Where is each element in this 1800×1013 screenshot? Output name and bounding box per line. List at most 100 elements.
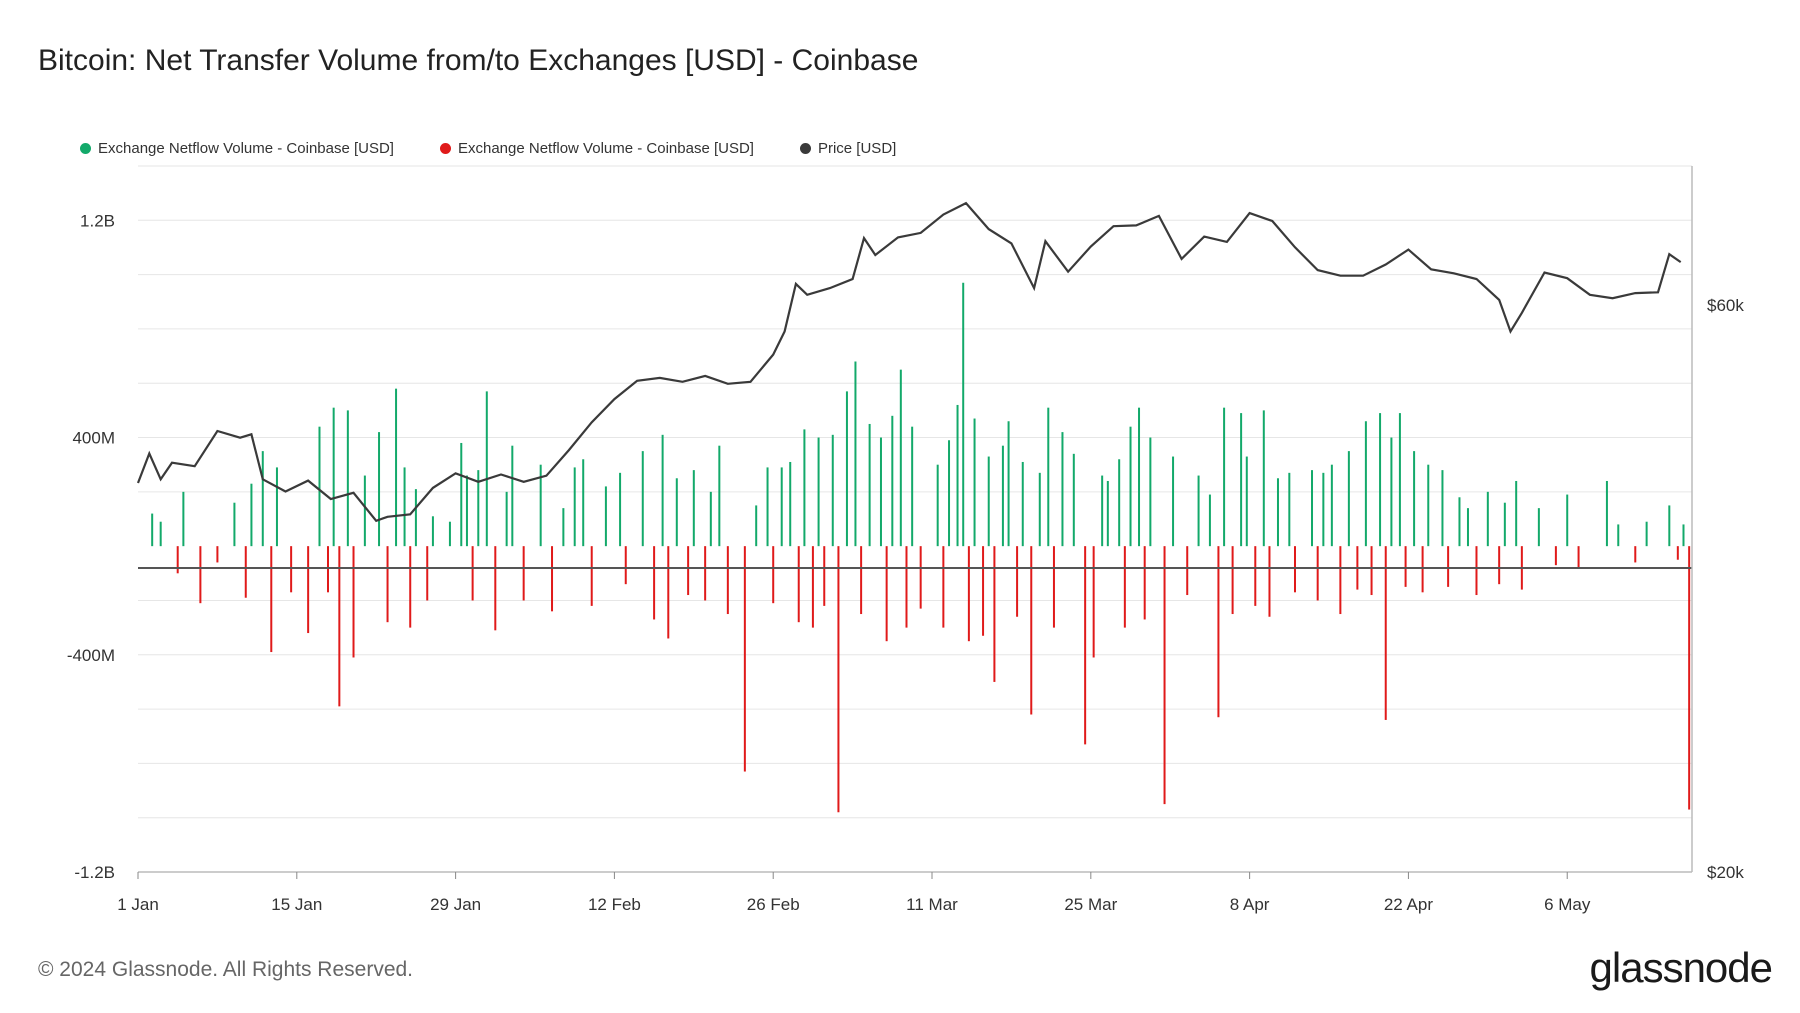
x-tick-label: 26 Feb [747,895,800,914]
netflow-bar [573,467,576,547]
netflow-bar [982,546,985,636]
netflow-bar [641,451,644,547]
netflow-bar [911,426,914,547]
netflow-bar [692,470,695,547]
y2-axis-ticks: $60k $20k [1707,296,1744,882]
netflow-bar [1262,410,1265,547]
legend-item-netflow-positive[interactable]: Exchange Netflow Volume - Coinbase [USD] [80,140,394,157]
netflow-bar [743,546,746,772]
netflow-bar [378,432,381,547]
netflow-bar [1245,456,1248,547]
copyright-footer: © 2024 Glassnode. All Rights Reserved. [38,958,414,981]
netflow-bar [511,445,514,547]
netflow-bar [704,546,707,601]
legend-dot-red-icon [439,143,451,154]
netflow-bar [1038,472,1041,547]
x-tick-label: 15 Jan [271,895,322,914]
netflow-bar [803,429,806,547]
y-tick-label: 1.2B [80,211,115,230]
netflow-bar [1413,451,1416,547]
netflow-bar [1379,413,1382,547]
netflow-bar [318,426,321,547]
netflow-bar [1208,494,1211,547]
netflow-bar [244,546,247,598]
netflow-bar [868,423,871,547]
y-tick-label: -1.2B [74,863,115,882]
legend-item-netflow-negative[interactable]: Exchange Netflow Volume - Coinbase [USD] [439,140,754,157]
netflow-bar [1347,451,1350,547]
netflow-bar [551,546,554,612]
netflow-bar [522,546,525,601]
netflow-bar [485,391,488,547]
netflow-bar [885,546,888,642]
netflow-bar [307,546,310,634]
netflow-bar [1021,461,1024,547]
netflow-bar [789,461,792,547]
netflow-bar [414,489,417,547]
netflow-bar [590,546,593,606]
chart-title: Bitcoin: Net Transfer Volume from/to Exc… [38,44,919,77]
netflow-bar [854,361,857,547]
netflow-bar [837,546,840,813]
legend-label: Price [USD] [817,140,897,157]
netflow-bar [1092,546,1095,658]
netflow-bar [176,546,179,574]
legend-item-price[interactable]: Price [USD] [799,140,897,157]
x-tick-label: 12 Feb [588,895,641,914]
netflow-bar [386,546,389,623]
netflow-bar [1052,546,1055,628]
netflow-bar [823,546,826,606]
netflow-bar [1498,546,1501,585]
netflow-bar [477,470,480,547]
netflow-bar [1688,546,1691,810]
netflow-bar [780,467,783,547]
netflow-bar [338,546,341,707]
netflow-bar [942,546,945,628]
netflow-bar [675,478,678,547]
netflow-bar [1223,407,1226,547]
netflow-bar [1172,456,1175,547]
netflow-bar [1240,413,1243,547]
netflow-bar [1515,480,1518,547]
netflow-bar [1293,546,1296,593]
netflow-bar [199,546,202,604]
netflow-bar [582,459,585,547]
netflow-bar [879,437,882,547]
netflow-bar [1486,491,1489,547]
netflow-bar [182,491,185,547]
netflow-bar [1441,470,1444,547]
netflow-bar [1288,472,1291,547]
netflow-bar [1682,524,1685,547]
y-tick-label: -400M [67,646,115,665]
netflow-bar [1503,502,1506,547]
netflow-bar [817,437,820,547]
netflow-bar [1398,413,1401,547]
netflow-bar [766,467,769,547]
glassnode-logo[interactable]: glassnode [1589,944,1773,991]
netflow-bar [332,407,335,547]
netflow-bar [1197,475,1200,547]
netflow-bar [973,418,976,547]
netflow-bar [987,456,990,547]
x-tick-label: 22 Apr [1384,895,1433,914]
netflow-bar [465,475,468,547]
netflow-bar [1276,478,1279,547]
netflow-bar [919,546,922,609]
netflow-bar [159,521,162,547]
netflow-bar [1163,546,1166,805]
netflow-bar [1001,445,1004,547]
netflow-bar [261,451,264,547]
netflow-bar [661,434,664,547]
legend: Exchange Netflow Volume - Coinbase [USD]… [80,140,896,157]
x-tick-label: 25 Mar [1064,895,1117,914]
netflow-bar [1101,475,1104,547]
x-tick-label: 1 Jan [117,895,159,914]
netflow-bar [1186,546,1189,596]
y-tick-label: 400M [72,429,115,448]
netflow-bar [1447,546,1450,587]
netflow-bar [460,442,463,547]
netflow-bar [936,464,939,547]
netflow-bar [709,491,712,547]
netflow-bar [216,546,219,563]
